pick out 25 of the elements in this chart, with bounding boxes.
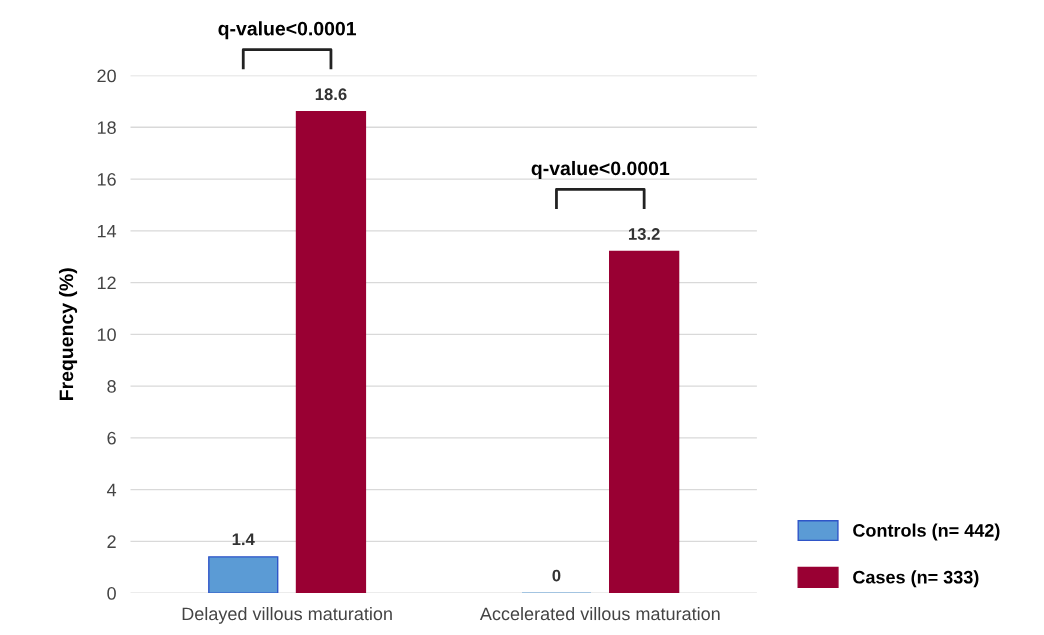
legend-label: Cases (n= 333) <box>853 570 979 588</box>
y-tick-label: 16 <box>97 173 116 186</box>
bar <box>295 111 367 594</box>
y-tick-label: 20 <box>97 69 116 83</box>
y-tick-label: 8 <box>107 380 116 393</box>
bar <box>609 250 680 594</box>
y-tick-label: 12 <box>97 276 116 290</box>
data-label: 0 <box>552 569 561 582</box>
y-axis-title: Frequency (%) <box>58 268 78 401</box>
annotation: q-value<0.0001 <box>531 160 670 180</box>
data-label: 13.2 <box>628 228 660 240</box>
y-tick-label: 14 <box>97 224 117 238</box>
data-label: 1.4 <box>232 533 255 546</box>
x-tick-label: Accelerated villous maturation <box>479 606 720 621</box>
y-tick-label: 0 <box>107 587 116 600</box>
x-tick-label: Delayed villous maturation <box>182 606 392 624</box>
y-tick-label: 10 <box>97 328 116 342</box>
legend-label: Controls (n= 442) <box>853 523 1000 541</box>
data-label: 18.6 <box>315 88 347 101</box>
y-tick-label: 18 <box>97 121 116 135</box>
y-tick-label: 4 <box>106 483 117 497</box>
y-tick-label: 6 <box>107 431 116 445</box>
y-tick-label: 2 <box>107 535 116 548</box>
bar <box>208 556 279 594</box>
text: q-value<0.0001 <box>218 21 357 40</box>
